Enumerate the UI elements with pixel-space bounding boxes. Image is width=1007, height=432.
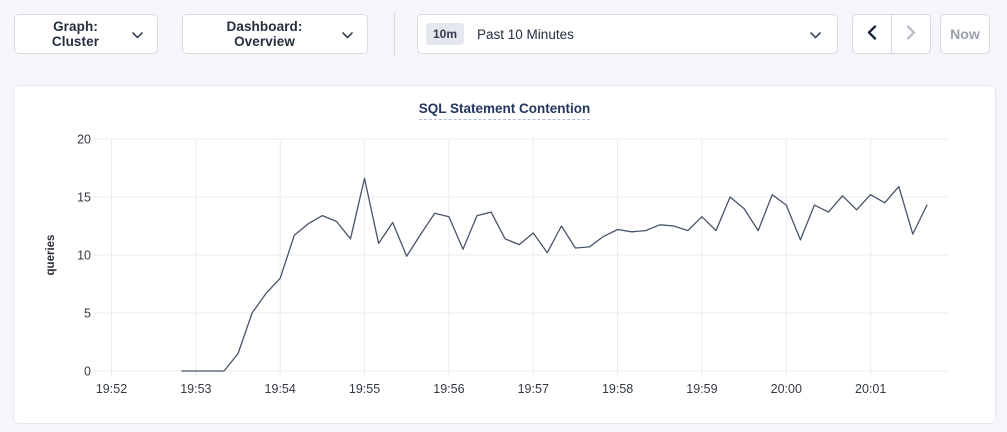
y-axis-tick-labels: 0 5 10 15 20 xyxy=(77,132,91,378)
time-step-button-group xyxy=(852,14,931,54)
svg-text:10: 10 xyxy=(77,248,91,262)
dashboard-dropdown-label: Dashboard: Overview xyxy=(226,19,303,49)
now-button[interactable]: Now xyxy=(940,14,990,54)
time-range-badge: 10m xyxy=(426,23,465,45)
chart-gridlines xyxy=(93,138,948,377)
chart-card: SQL Statement Contention 0 5 10 15 20 19:52 1… xyxy=(13,85,996,424)
toolbar: Graph: Cluster Dashboard: Overview 10m P… xyxy=(0,0,1007,68)
arrow-group-divider xyxy=(891,15,892,53)
toolbar-divider xyxy=(394,12,395,56)
chevron-down-icon xyxy=(342,31,353,39)
time-prev-button[interactable] xyxy=(853,15,891,53)
chevron-left-icon xyxy=(867,25,877,43)
svg-text:19:58: 19:58 xyxy=(602,382,633,396)
svg-text:19:59: 19:59 xyxy=(686,382,717,396)
now-button-label: Now xyxy=(950,26,980,42)
chart-title-row: SQL Statement Contention xyxy=(14,100,995,120)
chevron-down-icon xyxy=(132,31,143,39)
svg-text:19:56: 19:56 xyxy=(433,382,464,396)
y-axis-label: queries xyxy=(45,235,57,276)
dashboard-dropdown[interactable]: Dashboard: Overview xyxy=(182,14,368,54)
svg-text:15: 15 xyxy=(77,190,91,204)
chevron-right-icon xyxy=(906,25,916,43)
time-range-picker[interactable]: 10m Past 10 Minutes xyxy=(417,14,838,54)
svg-text:19:55: 19:55 xyxy=(349,382,380,396)
time-next-button[interactable] xyxy=(892,15,930,53)
graph-dropdown-label: Graph: Cluster xyxy=(51,19,100,49)
graph-dropdown[interactable]: Graph: Cluster xyxy=(14,14,158,54)
svg-text:19:57: 19:57 xyxy=(518,382,549,396)
svg-text:19:52: 19:52 xyxy=(96,382,127,396)
svg-text:20:00: 20:00 xyxy=(771,382,802,396)
svg-text:19:53: 19:53 xyxy=(180,382,211,396)
svg-text:0: 0 xyxy=(84,364,91,378)
svg-text:5: 5 xyxy=(84,306,91,320)
svg-text:queries: queries xyxy=(45,235,57,276)
time-range-label: Past 10 Minutes xyxy=(477,26,574,42)
svg-text:20: 20 xyxy=(77,132,91,146)
chart-title[interactable]: SQL Statement Contention xyxy=(418,101,591,120)
x-axis-tick-labels: 19:52 19:53 19:54 19:55 19:56 19:57 19:58 19:59… xyxy=(96,382,886,396)
chevron-down-icon xyxy=(810,31,821,39)
svg-text:19:54: 19:54 xyxy=(265,382,296,396)
chart-series-line xyxy=(181,177,928,372)
svg-text:20:01: 20:01 xyxy=(855,382,886,396)
